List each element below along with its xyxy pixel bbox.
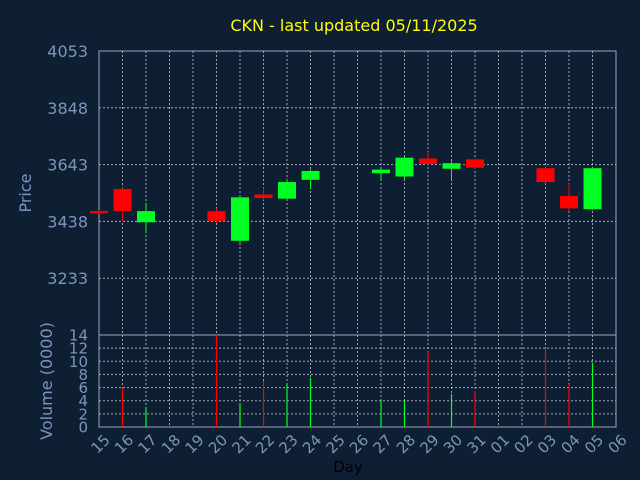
candle-body: [395, 157, 414, 177]
candle-body: [301, 170, 320, 180]
volume-tick-label: 0: [78, 419, 88, 437]
price-tick-label: 3643: [47, 156, 88, 175]
volume-bars: [121, 335, 594, 427]
candle-body: [419, 158, 437, 165]
candle-body: [560, 195, 578, 209]
candle-body: [442, 163, 461, 169]
candle-body: [90, 211, 108, 214]
price-y-axis: 3233 3438 3643 3848 4053: [47, 42, 88, 288]
volume-tick-label: 12: [69, 340, 88, 358]
candle-body: [278, 182, 296, 199]
price-axis-label: Price: [16, 173, 35, 212]
x-axis: 1516171819202122232425262728293031010203…: [88, 431, 631, 457]
candle-body: [137, 211, 155, 223]
volume-tick-label: 10: [69, 353, 88, 371]
volume-tick-label: 14: [69, 327, 88, 345]
volume-tick-label: 2: [78, 405, 88, 423]
candle-body: [207, 211, 226, 221]
price-tick-label: 3233: [47, 269, 88, 288]
candle-body: [536, 168, 555, 183]
x-axis-label: Day: [333, 458, 363, 476]
price-tick-label: 3438: [47, 212, 88, 231]
candle-body: [372, 169, 390, 174]
candle-body: [466, 159, 484, 168]
volume-tick-label: 4: [78, 392, 88, 410]
candle-body: [254, 194, 273, 199]
price-tick-label: 3848: [47, 99, 88, 118]
candle-body: [583, 168, 602, 210]
chart-title: CKN - last updated 05/11/2025: [230, 16, 477, 35]
candles: [90, 151, 602, 243]
volume-tick-label: 6: [78, 379, 88, 397]
candle-body: [231, 197, 249, 241]
volume-tick-label: 8: [78, 366, 88, 384]
price-tick-label: 4053: [47, 42, 88, 61]
volume-panel-frame: [98, 334, 617, 428]
candle-body: [113, 188, 132, 212]
volume-axis-label: Volume (0000): [37, 322, 56, 440]
